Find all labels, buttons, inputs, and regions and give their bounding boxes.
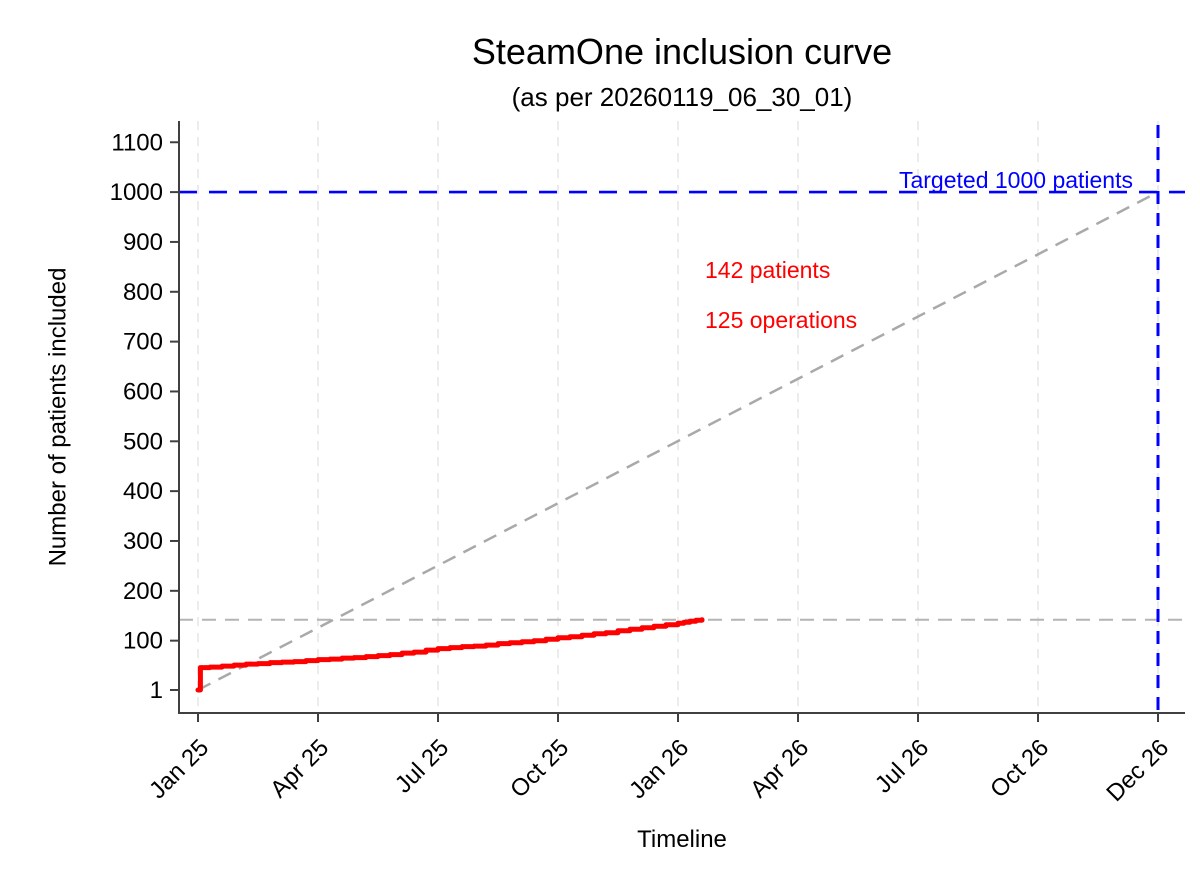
x-tick-label: Apr 26 [745,734,814,803]
y-tick-label: 400 [123,478,163,505]
y-tick-label: 100 [123,628,163,655]
x-tick-label: Jul 26 [870,734,934,798]
y-tick-label: 900 [123,229,163,256]
y-tick-label: 200 [123,578,163,605]
patients-count-annotation: 142 patients [705,257,831,283]
x-axis-title: Timeline [637,826,727,853]
y-tick-label: 500 [123,428,163,455]
y-tick-label: 1 [150,677,163,704]
x-tick-label: Oct 26 [985,734,1054,803]
x-tick-label: Jan 26 [624,734,694,804]
y-tick-label: 600 [123,378,163,405]
y-tick-label: 800 [123,279,163,306]
y-tick-label: 1000 [110,179,163,206]
target-trajectory-line [197,190,1159,692]
x-tick-label: Oct 25 [505,734,574,803]
chart-title: SteamOne inclusion curve [471,31,893,72]
chart-subtitle: (as per 20260119_06_30_01) [511,82,853,112]
y-tick-label: 1100 [111,129,163,156]
x-tick-label: Apr 25 [265,734,334,803]
target-annotation: Targeted 1000 patients [898,167,1133,193]
y-tick-label: 700 [123,329,163,356]
inclusion-curve [195,617,705,693]
x-tick-label: Dec 26 [1101,734,1174,807]
operations-count-annotation: 125 operations [705,307,858,333]
x-tick-label: Jan 25 [144,734,214,804]
x-tick-label: Jul 25 [390,734,454,798]
y-tick-label: 300 [123,528,163,555]
